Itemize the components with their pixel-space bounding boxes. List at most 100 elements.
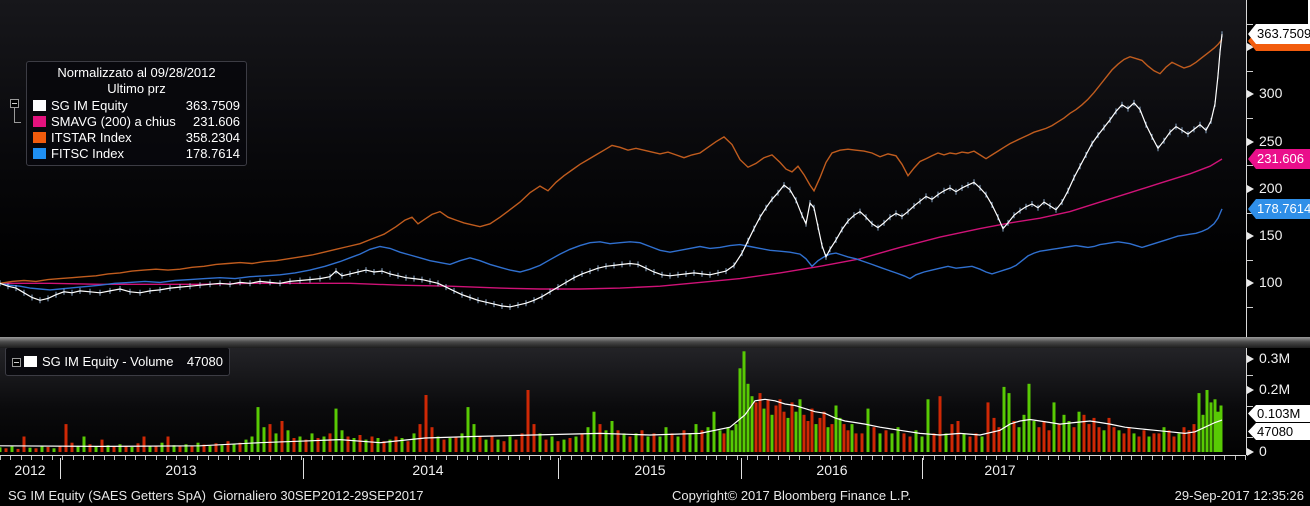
legend-item-sg-im-equity[interactable]: SG IM Equity 363.7509 [33, 97, 240, 113]
time-axis-tick [840, 456, 842, 460]
volume-bar [1122, 433, 1126, 452]
volume-bar [10, 446, 14, 452]
volume-bar [622, 433, 626, 452]
time-axis-tick [695, 456, 697, 460]
time-axis-tick [539, 456, 541, 460]
volume-bar [896, 427, 900, 452]
volume-bar [814, 424, 818, 452]
volume-bar [1097, 427, 1101, 452]
time-axis-tick [290, 456, 292, 460]
price-axis-label: 150 [1259, 227, 1283, 243]
time-axis-tick [186, 456, 188, 460]
time-axis-tick [394, 456, 396, 460]
time-axis-tick [477, 456, 479, 460]
volume-bar [746, 383, 750, 452]
volume-bar [628, 436, 632, 452]
volume-bar [826, 427, 830, 452]
volume-bar [220, 445, 224, 452]
legend-item-fitsc[interactable]: FITSC Index 178.7614 [33, 145, 240, 161]
volume-bar [202, 444, 206, 452]
right-price-axis[interactable]: 350300250200150100178.7614231.606363.750… [1246, 0, 1310, 459]
volume-bar [334, 408, 338, 452]
volume-bar [950, 424, 954, 452]
axis-tick-minor [1247, 165, 1253, 166]
volume-bar [1037, 427, 1041, 452]
volume-bar [902, 433, 906, 452]
volume-bar [1012, 421, 1016, 452]
volume-bar [834, 405, 838, 452]
volume-bar [1027, 383, 1031, 452]
panel-separator-bar[interactable] [0, 337, 1310, 348]
time-axis-tick [166, 456, 167, 460]
volume-bar [4, 448, 8, 452]
volume-bar [160, 442, 164, 452]
volume-bar [490, 436, 494, 452]
volume-bar [34, 448, 38, 452]
volume-bar [1172, 436, 1176, 452]
axis-tick-minor [1247, 406, 1253, 407]
axis-price-tag: 178.7614 [1248, 199, 1310, 219]
series-name: ITSTAR Index [51, 129, 132, 145]
status-bar: SG IM Equity (SAES Getters SpA) Giornali… [0, 486, 1310, 506]
volume-bar [280, 421, 284, 452]
volume-bar [430, 427, 434, 452]
volume-bar [358, 435, 362, 452]
volume-bar [878, 433, 882, 452]
volume-bar [508, 436, 512, 452]
time-axis-tick [684, 456, 686, 460]
volume-bar [908, 436, 912, 452]
volume-bar [938, 396, 942, 452]
time-axis-tick [1245, 456, 1246, 460]
volume-bar [754, 402, 758, 452]
volume-bar [722, 433, 726, 452]
volume-bar [1197, 393, 1201, 452]
time-axis-tick [798, 456, 800, 460]
volume-bar [1127, 427, 1131, 452]
volume-bar [926, 399, 930, 452]
time-axis-tick [83, 456, 84, 460]
volume-bar [750, 396, 754, 452]
volume-bar [774, 405, 778, 452]
volume-bar [802, 414, 806, 452]
axis-volume-tag: 47080 [1248, 423, 1310, 440]
volume-bar [640, 430, 644, 452]
volume-bar [412, 433, 416, 452]
time-axis-tick [10, 456, 12, 460]
legend-item-itstar[interactable]: ITSTAR Index 358.2304 [33, 129, 240, 145]
volume-bar [1082, 414, 1086, 452]
volume-axis-label: 0 [1259, 443, 1267, 459]
volume-bar [1107, 417, 1111, 452]
time-axis-tick [197, 456, 199, 460]
time-axis-tick [404, 456, 406, 460]
volume-bar [734, 424, 738, 452]
volume-bar [574, 436, 578, 452]
time-axis-tick [269, 456, 271, 460]
legend-expand-icon[interactable] [10, 99, 19, 108]
volume-chart-plot[interactable] [0, 348, 1246, 455]
volume-bar [568, 438, 572, 452]
time-axis[interactable]: 2012 2013 2014 2015 2016 2017 [0, 455, 1310, 486]
axis-tick-major [1247, 279, 1254, 287]
price-chart-panel[interactable] [0, 0, 1246, 337]
volume-bar [376, 438, 380, 452]
price-chart-plot[interactable] [0, 0, 1246, 337]
time-axis-tick [383, 456, 385, 460]
legend-title: Normalizzato al 09/28/2012 [57, 65, 216, 80]
volume-bar [178, 446, 182, 452]
time-axis-tick [311, 456, 313, 460]
axis-tick-major [1247, 232, 1254, 240]
legend-item-smavg[interactable]: SMAVG (200) a chius 231.606 [33, 113, 240, 129]
series-color-chip [33, 131, 46, 143]
volume-bar [794, 411, 798, 452]
volume-bar [676, 436, 680, 452]
time-axis-tick [674, 456, 676, 460]
volume-legend-box[interactable]: SG IM Equity - Volume 47080 [5, 347, 230, 376]
year-label-2017: 2017 [984, 462, 1016, 478]
volume-bar [1092, 417, 1096, 452]
volume-bar [556, 441, 560, 452]
volume-bar [968, 436, 972, 452]
legend-expand-icon[interactable] [12, 358, 21, 367]
volume-bar [136, 443, 140, 452]
time-axis-tick [145, 456, 147, 460]
time-axis-tick [435, 456, 437, 460]
